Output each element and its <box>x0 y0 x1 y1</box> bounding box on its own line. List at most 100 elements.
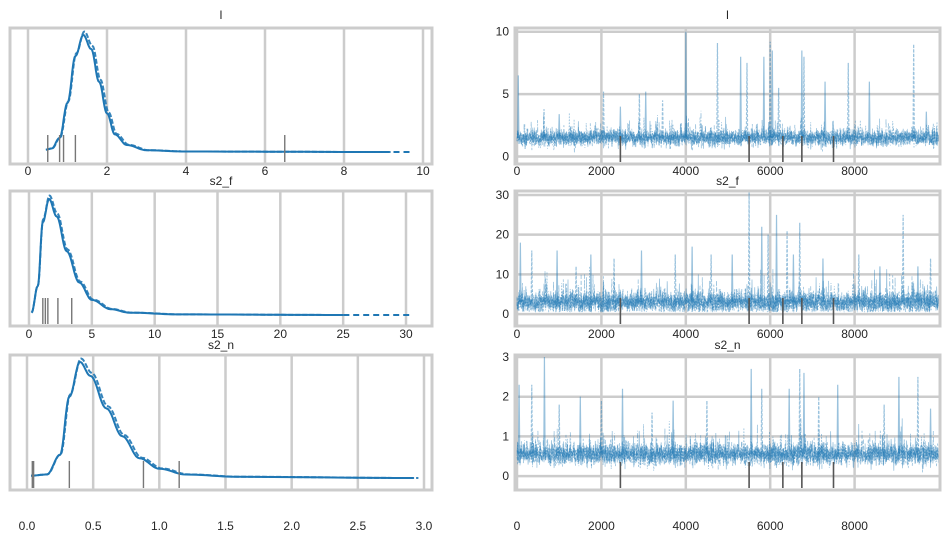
trace-spike <box>517 384 521 455</box>
trace-spike <box>817 396 820 455</box>
trace-spike <box>768 41 772 138</box>
trace-spike <box>847 62 850 138</box>
trace-spike <box>661 100 664 138</box>
panel-title: l <box>220 8 223 22</box>
kde-line <box>30 194 350 316</box>
chain-trace-line <box>516 271 940 314</box>
x-tick-label: 2000 <box>588 164 615 178</box>
trace-spike <box>798 368 801 455</box>
axes-frame <box>513 353 942 492</box>
trace-spike <box>882 404 886 455</box>
trace-spike <box>690 246 694 303</box>
x-tick-label: 25 <box>336 327 350 341</box>
trace-spike <box>530 384 534 455</box>
axes-frame <box>513 189 942 328</box>
trace-spike <box>739 56 742 138</box>
x-tick-label: 4000 <box>672 519 699 533</box>
trace-spike <box>574 266 578 303</box>
panel-kde-l: l 0 2 4 6 8 10 <box>8 8 434 178</box>
trace-spike <box>857 254 861 303</box>
trace-spike <box>916 266 920 303</box>
kde-line <box>31 361 411 479</box>
y-tick-label: 5 <box>502 87 509 101</box>
trace-spike <box>787 388 791 455</box>
trace-spike <box>517 75 520 138</box>
x-tick-label: 0 <box>514 519 521 533</box>
x-tick-label: 8 <box>341 164 348 178</box>
trace-spike <box>671 400 675 455</box>
trace-spike <box>747 190 751 303</box>
x-tick-label: 8000 <box>841 519 868 533</box>
trace-spike <box>730 254 734 303</box>
trace-spike <box>771 50 774 138</box>
trace-spike <box>777 87 780 138</box>
trace-spike <box>542 109 546 138</box>
x-tick-label: 6 <box>262 164 269 178</box>
trace-spike <box>925 111 928 138</box>
panel-title: s2_n <box>208 338 234 352</box>
trace-spike <box>519 242 522 303</box>
chain-trace-line <box>516 116 940 154</box>
panel-trace-l: l 0 2000 4000 6000 8000 0 5 10 <box>496 8 942 178</box>
trace-spike <box>929 408 932 455</box>
x-tick-label: 0.5 <box>85 519 102 533</box>
chain-trace-line <box>516 418 940 471</box>
x-tick-label: 6000 <box>757 327 784 341</box>
trace-spike <box>674 254 677 303</box>
x-tick-label: 2 <box>104 164 111 178</box>
chain-trace-line <box>516 421 940 471</box>
x-tick-label: 3.0 <box>416 519 433 533</box>
x-tick-label: 0 <box>26 327 33 341</box>
x-tick-label: 0 <box>514 164 521 178</box>
x-tick-label: 5 <box>88 327 95 341</box>
trace-spike <box>602 91 605 138</box>
kde-line <box>31 357 419 479</box>
trace-spike <box>929 258 932 303</box>
trace-spike <box>802 56 806 138</box>
kde-line <box>45 30 391 153</box>
x-tick-label: 1.0 <box>151 519 168 533</box>
axes-frame <box>8 353 434 492</box>
trace-spike <box>684 31 688 138</box>
panel-title: s2_f <box>210 174 233 188</box>
chain-trace-line <box>516 266 940 314</box>
trace-spike <box>762 56 766 138</box>
x-tick-label: 6000 <box>757 519 784 533</box>
x-tick-label: 20 <box>274 327 288 341</box>
trace-spike <box>638 94 641 138</box>
panel-kde-s2_f: s2_f 0 5 10 15 20 25 30 <box>8 174 434 341</box>
trace-spike <box>644 91 647 138</box>
trace-spike <box>868 81 871 138</box>
chain-trace-line <box>516 115 940 150</box>
trace-spike <box>760 388 763 455</box>
x-tick-label: 30 <box>399 327 413 341</box>
y-tick-label: 2 <box>502 390 509 404</box>
trace-spike <box>716 42 719 138</box>
x-tick-label: 1.5 <box>217 519 234 533</box>
panel-trace-s2_f: s2_f 0 2000 4000 6000 8000 0 10 20 30 <box>496 174 942 341</box>
trace-spike <box>621 388 624 455</box>
x-tick-label: 0.0 <box>19 519 36 533</box>
axes-frame <box>8 26 434 166</box>
y-tick-label: 1 <box>502 429 509 443</box>
trace-spike <box>785 230 789 303</box>
kde-line <box>30 198 344 316</box>
x-tick-label: 0 <box>25 164 32 178</box>
x-tick-label: 15 <box>211 327 225 341</box>
trace-spike <box>579 396 582 455</box>
trace-spike <box>557 404 561 455</box>
trace-spike <box>760 226 763 303</box>
chain-trace-line <box>516 418 940 471</box>
x-tick-label: 6000 <box>757 164 784 178</box>
trace-spike <box>792 254 795 303</box>
axes-frame <box>513 26 942 166</box>
y-tick-label: 10 <box>496 25 510 39</box>
trace-spike <box>619 106 622 138</box>
trace-spike <box>878 266 882 303</box>
x-tick-label: 4000 <box>672 164 699 178</box>
panel-trace-s2_n: s2_n 0 2000 4000 6000 8000 0 1 2 3 <box>502 338 942 533</box>
trace-spike <box>555 250 559 303</box>
kde-line <box>45 34 384 153</box>
chain-trace-line <box>516 269 940 313</box>
